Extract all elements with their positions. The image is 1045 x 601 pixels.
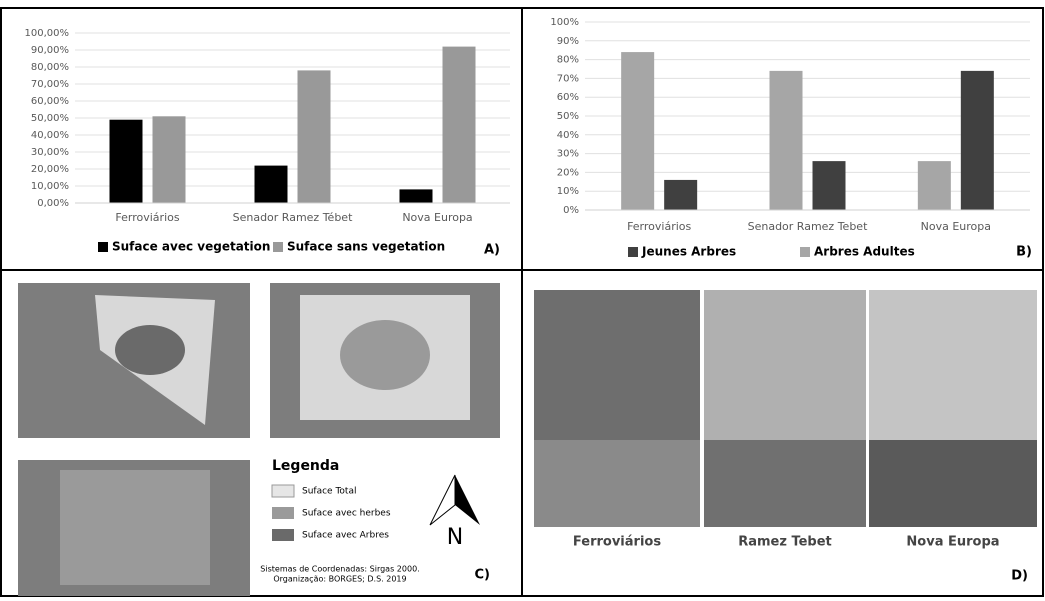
bar (442, 46, 476, 203)
bar (812, 161, 846, 210)
legend-text: Suface avec vegetation (112, 240, 270, 254)
bar (621, 52, 655, 210)
y-tick-label: 30% (557, 149, 579, 160)
x-tick-label: Ferroviários (627, 220, 691, 233)
maps: Legenda Suface Total Suface avec herbes … (18, 283, 500, 596)
bar (664, 179, 698, 210)
legend-swatch (98, 242, 108, 252)
x-tick-label: Senador Ramez Tebet (748, 220, 868, 233)
credit: Organização: BORGES; D.S. 2019 (273, 575, 406, 584)
y-tick-label: 100% (550, 17, 579, 28)
legend-swatch (800, 247, 810, 257)
y-tick-label: 10% (557, 186, 579, 197)
bar (960, 70, 994, 210)
y-tick-label: 50,00% (31, 113, 69, 124)
legend-text: Suface sans vegetation (287, 240, 445, 254)
panel-label: D) (1011, 569, 1028, 584)
y-tick-label: 70% (557, 73, 579, 84)
photo (534, 440, 700, 527)
photo (869, 440, 1037, 527)
y-tick-label: 40% (557, 130, 579, 141)
credit: Sistemas de Coordenadas: Sirgas 2000. (260, 565, 419, 574)
bar (917, 161, 951, 210)
legend-text: Suface avec herbes (302, 509, 391, 519)
y-tick-label: 70,00% (31, 79, 69, 90)
bar (254, 165, 288, 203)
panel-label: C) (475, 568, 490, 583)
photo-caption: Ramez Tebet (738, 535, 832, 550)
north-arrow (455, 475, 480, 525)
legend-swatch (628, 247, 638, 257)
legend-text: Jeunes Arbres (641, 245, 736, 259)
legend-swatch (272, 507, 294, 519)
y-tick-label: 90,00% (31, 45, 69, 56)
photo-caption: Nova Europa (906, 535, 999, 550)
legend-text: Suface avec Arbres (302, 531, 389, 541)
x-tick-label: Nova Europa (921, 220, 991, 233)
x-tick-label: Ferroviários (115, 211, 179, 224)
bar (109, 119, 143, 203)
legend-title: Legenda (272, 458, 339, 474)
y-tick-label: 80% (557, 55, 579, 66)
y-tick-label: 80,00% (31, 62, 69, 73)
legend-swatch (272, 529, 294, 541)
map-shape (340, 320, 430, 390)
y-tick-label: 50% (557, 111, 579, 122)
y-tick-label: 40,00% (31, 130, 69, 141)
map-shape (115, 325, 185, 375)
photos: Ferroviários Ramez Tebet Nova Europa D) (534, 290, 1037, 584)
photo (704, 440, 866, 527)
y-tick-label: 10,00% (31, 181, 69, 192)
y-tick-label: 60,00% (31, 96, 69, 107)
north-label: N (447, 525, 463, 550)
legend-swatch (273, 242, 283, 252)
north-arrow (429, 474, 456, 526)
y-tick-label: 60% (557, 92, 579, 103)
legend-text: Suface Total (302, 487, 356, 497)
y-tick-label: 20% (557, 167, 579, 178)
x-tick-label: Nova Europa (402, 211, 472, 224)
x-tick-label: Senador Ramez Tébet (233, 211, 353, 224)
panel-label: B) (1016, 245, 1032, 260)
y-tick-label: 0% (563, 205, 579, 216)
bar (769, 70, 803, 210)
y-tick-label: 30,00% (31, 147, 69, 158)
legend-swatch (271, 484, 295, 498)
bar (297, 70, 331, 204)
bar (399, 189, 433, 203)
y-tick-label: 90% (557, 36, 579, 47)
y-tick-label: 20,00% (31, 164, 69, 175)
map-shape (60, 470, 210, 585)
legend-text: Arbres Adultes (814, 245, 915, 259)
y-tick-label: 0,00% (37, 198, 69, 209)
bar (152, 116, 186, 203)
photo-caption: Ferroviários (573, 535, 661, 550)
panel-label: A) (484, 243, 500, 258)
y-tick-label: 100,00% (25, 28, 70, 39)
